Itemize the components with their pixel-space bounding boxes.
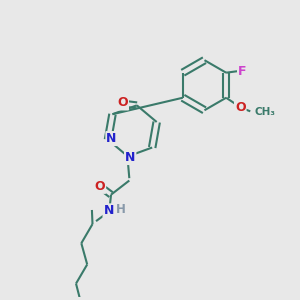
Text: O: O — [117, 97, 128, 110]
Text: N: N — [106, 132, 117, 145]
Text: H: H — [116, 203, 126, 216]
Text: F: F — [238, 65, 247, 78]
Text: N: N — [103, 204, 114, 218]
Text: CH₃: CH₃ — [254, 107, 275, 118]
Text: N: N — [125, 151, 135, 164]
Text: O: O — [94, 180, 105, 193]
Text: O: O — [235, 101, 246, 114]
